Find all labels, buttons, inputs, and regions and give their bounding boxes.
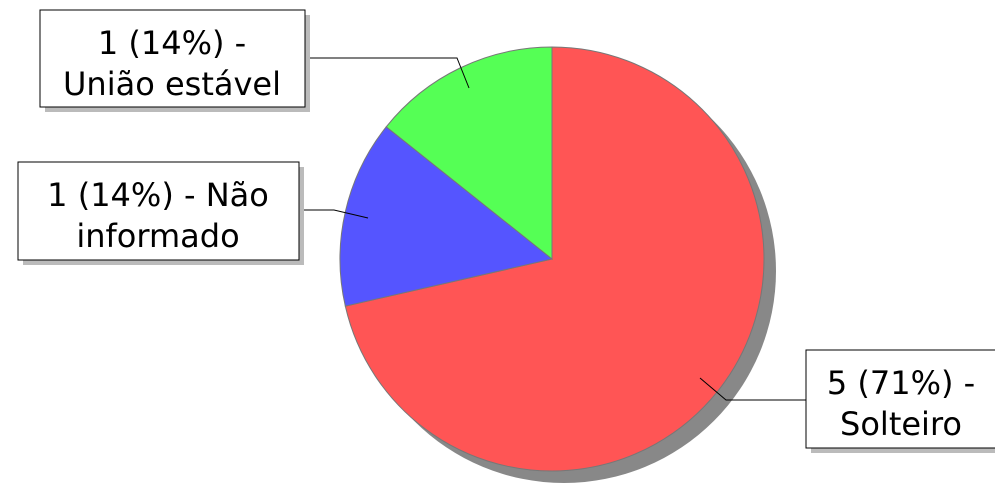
leader-line-uniao-estavel (305, 57, 470, 89)
pie-slice-solteiro (344, 46, 765, 472)
label-line: informado (76, 217, 239, 255)
leader-line-solteiro (699, 377, 806, 401)
label-line: 1 (14%) - (98, 24, 246, 62)
label-line: 5 (71%) - (827, 364, 975, 402)
label-line: União estável (63, 65, 281, 103)
label-box (39, 9, 306, 108)
leader-line-nao-informado (299, 209, 369, 219)
pie-slice-nao-informado (339, 126, 554, 307)
leader-lines (299, 57, 806, 401)
label-line: Solteiro (840, 405, 962, 443)
pie-slice-uniao-estavel (385, 46, 553, 261)
label-line: 1 (14%) - Não (47, 176, 269, 214)
data-label-solteiro: 5 (71%) -Solteiro (805, 349, 995, 453)
label-box (805, 349, 995, 449)
label-box (17, 161, 300, 261)
data-label-uniao-estavel: 1 (14%) -União estável (39, 9, 310, 112)
pie-slices (339, 46, 765, 472)
